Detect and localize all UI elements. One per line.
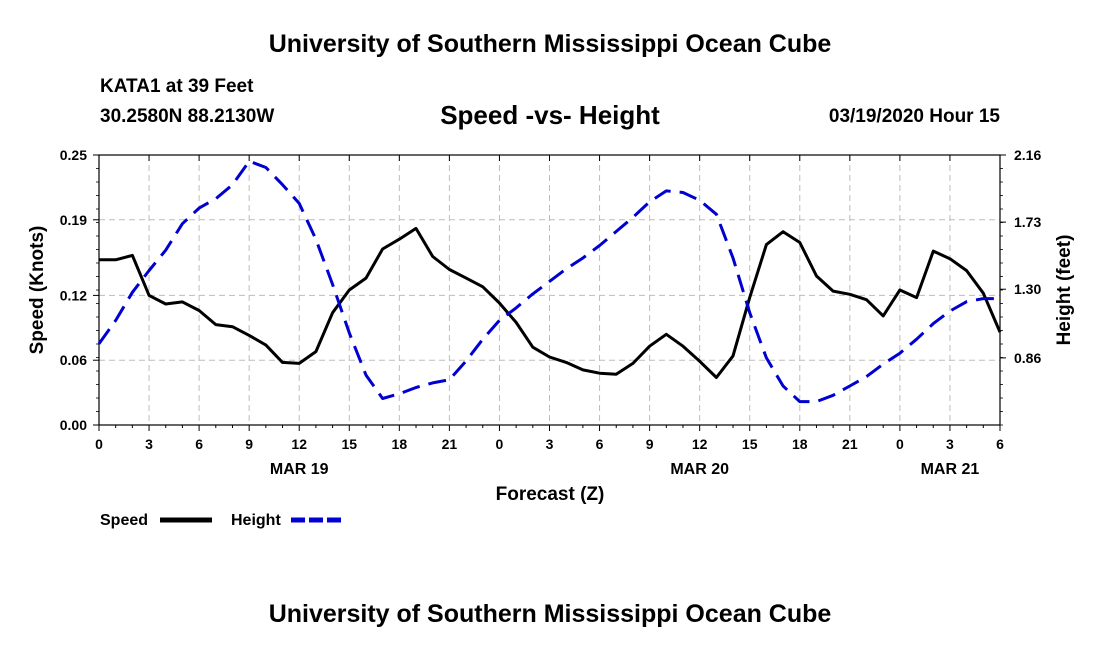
chart-subtitle: Speed -vs- Height xyxy=(440,100,660,130)
y2-tick-label: 1.30 xyxy=(1014,281,1041,297)
y-tick-label: 0.06 xyxy=(60,352,87,368)
x-tick-label: 9 xyxy=(646,436,654,452)
x-tick-label: 0 xyxy=(896,436,904,452)
y2-tick-label: 0.86 xyxy=(1014,350,1041,366)
station-coordinates: 30.2580N 88.2130W xyxy=(100,106,275,127)
y-tick-label: 0.12 xyxy=(60,287,87,303)
x-axis-label: Forecast (Z) xyxy=(496,484,605,505)
y-tick-label: 0.25 xyxy=(60,147,87,163)
page-title: University of Southern Mississippi Ocean… xyxy=(268,30,832,58)
series-line-speed xyxy=(99,226,1002,379)
x-tick-label: 0 xyxy=(95,436,103,452)
legend-label-height: Height xyxy=(231,512,281,529)
date-label: MAR 21 xyxy=(921,461,980,478)
x-tick-label: 9 xyxy=(245,436,253,452)
y2-tick-label: 1.73 xyxy=(1014,214,1041,230)
forecast-run-time: 03/19/2020 Hour 15 xyxy=(828,106,1000,127)
y-tick-label: 0.19 xyxy=(60,212,87,228)
x-tick-label: 15 xyxy=(341,436,357,452)
x-tick-label: 15 xyxy=(742,436,758,452)
x-tick-label: 0 xyxy=(496,436,504,452)
series-line-height xyxy=(97,159,1000,404)
x-tick-label: 21 xyxy=(842,436,858,452)
date-label: MAR 20 xyxy=(670,461,729,478)
x-tick-label: 3 xyxy=(946,436,954,452)
legend-label-speed: Speed xyxy=(100,512,148,529)
x-tick-label: 6 xyxy=(195,436,203,452)
y2-axis-label: Height (feet) xyxy=(1054,235,1075,346)
x-tick-label: 12 xyxy=(692,436,708,452)
x-tick-label: 21 xyxy=(442,436,458,452)
y2-tick-label: 2.16 xyxy=(1014,147,1041,163)
station-name: KATA1 at 39 Feet xyxy=(100,76,254,97)
x-tick-label: 18 xyxy=(792,436,808,452)
y-axis-label: Speed (Knots) xyxy=(27,226,48,355)
date-label: MAR 19 xyxy=(270,461,329,478)
x-tick-label: 18 xyxy=(392,436,408,452)
x-tick-label: 3 xyxy=(145,436,153,452)
x-tick-label: 6 xyxy=(596,436,604,452)
x-tick-label: 12 xyxy=(291,436,307,452)
grid-lines xyxy=(99,155,1000,425)
footer-title: University of Southern Mississippi Ocean… xyxy=(268,600,832,628)
x-tick-label: 6 xyxy=(996,436,1004,452)
y-tick-label: 0.00 xyxy=(60,417,87,433)
x-tick-label: 3 xyxy=(546,436,554,452)
